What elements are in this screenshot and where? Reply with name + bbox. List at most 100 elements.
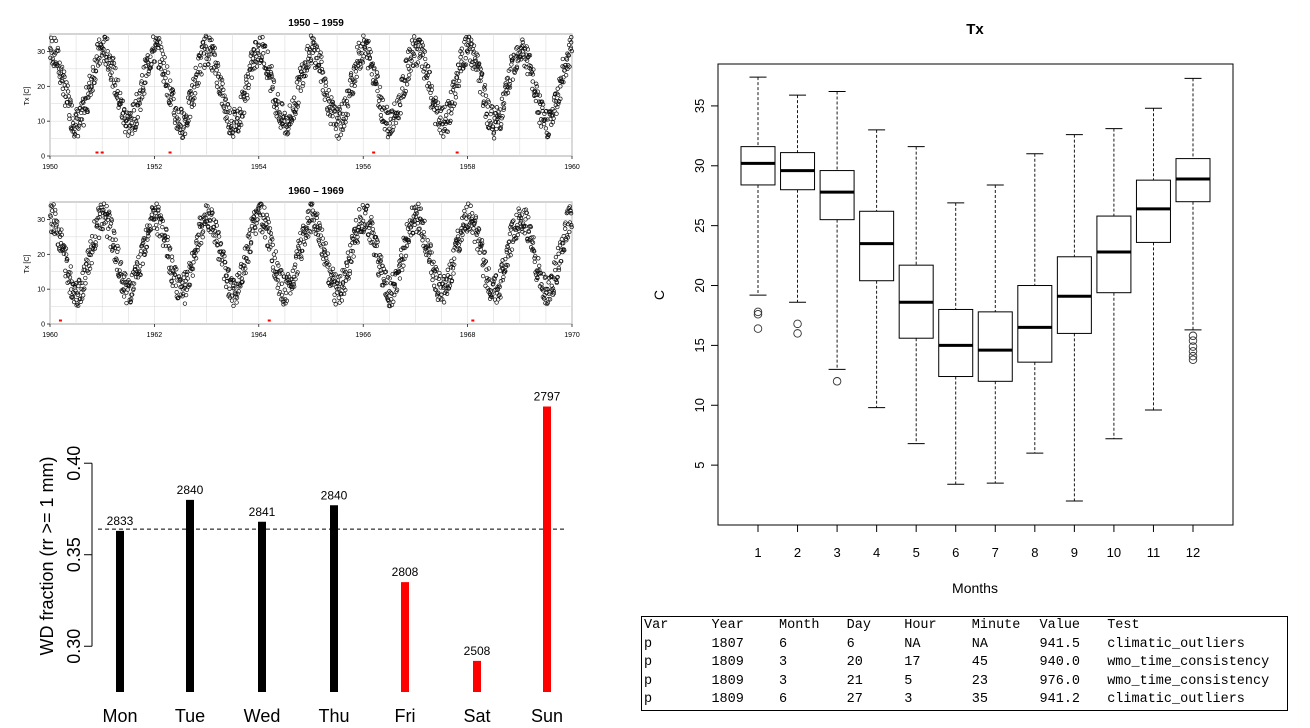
table-header-cell: Day (846, 618, 871, 633)
x-tick-label: 1960 (564, 164, 580, 170)
boxplot-panel: Tx 5 10 15 20 25 30 35 1 2 3 4 5 6 7 8 9 10 11 12 Months … (630, 0, 1310, 610)
x-tick-label: 9 (1071, 545, 1078, 560)
x-tick-label: 12 (1186, 545, 1200, 560)
flagged-point (372, 151, 376, 154)
table-cell: 3 (779, 655, 788, 670)
scatter-1950s-flagged-points (95, 151, 459, 154)
category-label: Tue (175, 706, 205, 726)
y-tick-label: 5 (692, 462, 707, 469)
box-month-3 (819, 91, 855, 386)
outlier-point (1188, 336, 1198, 345)
table-body: p 1807 6 6 NA NA 941.5 climatic_outliers p 1809 3 2… (644, 636, 1287, 710)
count-label: 2840 (177, 483, 204, 497)
x-tick-label: 5 (913, 545, 920, 560)
outlier-table: Var Year Month Day Hour Minute Value Test p 1807… (641, 616, 1288, 711)
boxplot-plot-area (717, 63, 1234, 526)
table-cell: p (644, 655, 653, 670)
scatter-panel-1950s: 1950 – 1959 0 10 20 30 1950 1952 1954 1956 1958… (20, 10, 580, 170)
x-tick-label: 3 (833, 545, 840, 560)
scatter-panel-1960s: 1960 – 1969 0 10 20 30 1960 1962 1964 1966 1968… (20, 178, 580, 338)
table-cell: 3 (904, 692, 913, 707)
x-tick-label: 1958 (460, 164, 476, 170)
table-row: p 1807 6 6 NA NA 941.5 climatic_outliers (644, 636, 1287, 655)
box-month-4 (859, 129, 895, 409)
x-tick-label: 1956 (355, 164, 371, 170)
y-tick-label: 0.40 (64, 446, 84, 481)
y-tick-label: 30 (37, 49, 45, 56)
table-cell: 6 (846, 636, 855, 652)
table-header-cell: Year (711, 618, 744, 633)
x-tick-label: 1966 (355, 332, 371, 338)
category-label: Sat (463, 706, 490, 726)
outlier-point (1188, 347, 1198, 356)
table-cell: 45 (971, 655, 988, 670)
table-cell: 27 (846, 692, 863, 707)
y-tick-label: 35 (692, 99, 707, 113)
table-cell: 941.2 (1039, 692, 1081, 707)
box-month-5 (898, 146, 934, 445)
scatter-1960s-flagged-points (58, 319, 475, 322)
table-header-cell: Value (1039, 618, 1081, 633)
table-row: p 1809 3 20 17 45 940.0 wmo_time_consistency (644, 654, 1287, 673)
outlier-point (1188, 342, 1198, 351)
y-tick-label: 30 (37, 217, 45, 224)
flagged-point (58, 319, 62, 322)
table-header-row: Var Year Month Day Hour Minute Value Test (644, 617, 1287, 636)
scatter-1950s-points (48, 33, 575, 141)
y-tick-label: 10 (37, 287, 45, 294)
count-label: 2797 (534, 389, 561, 403)
boxplot-y-axis: 5 10 15 20 25 30 35 (692, 99, 718, 469)
table-header-cell: Var (644, 618, 669, 633)
table-cell: climatic_outliers (1107, 692, 1245, 707)
box (977, 311, 1013, 382)
category-label: Wed (244, 706, 281, 726)
scatter-1960s-y-ticks: 0 10 20 30 (37, 217, 50, 329)
y-tick-label: 10 (692, 398, 707, 412)
x-tick-label: 1960 (42, 332, 58, 338)
table-cell: NA (971, 636, 988, 652)
table-cell: 17 (904, 655, 921, 670)
y-tick-label: 0.30 (64, 629, 84, 664)
y-tick-label: 0 (41, 322, 45, 329)
box (1096, 215, 1132, 294)
data-point-cloud (48, 201, 574, 309)
table-cell: 3 (779, 673, 788, 689)
weekday-bar-y-axis: 0.30 0.35 0.40 (64, 446, 93, 664)
table-cell: 6 (779, 636, 788, 652)
y-tick-label: 10 (37, 119, 45, 126)
box-month-2 (780, 94, 816, 338)
count-label: 2808 (392, 565, 419, 579)
table-cell: NA (904, 636, 921, 652)
scatter-1960s-ylabel: Tx [C] (24, 255, 31, 274)
x-tick-label: 7 (992, 545, 999, 560)
flagged-point (267, 319, 271, 322)
count-label: 2833 (107, 514, 134, 528)
box (938, 308, 974, 378)
box-month-10 (1096, 128, 1132, 440)
x-tick-label: 1954 (251, 164, 267, 170)
scatter-1960s-title: 1960 – 1969 (288, 186, 344, 197)
outlier-point (1188, 351, 1198, 361)
scatter-1950s-x-ticks: 1950 1952 1954 1956 1958 1960 (42, 156, 580, 170)
table-cell: 23 (971, 673, 988, 689)
boxplot-x-axis: 1 2 3 4 5 6 7 8 9 10 11 12 (754, 525, 1200, 560)
outlier-point (832, 377, 842, 386)
outlier-point (753, 310, 763, 319)
box (819, 170, 855, 221)
category-label: Fri (395, 706, 416, 726)
table-cell: 1809 (711, 692, 744, 707)
y-tick-label: 0.35 (64, 537, 84, 572)
table-cell: 5 (904, 673, 913, 689)
boxplot-boxes (740, 76, 1211, 502)
box-month-6 (938, 202, 974, 485)
x-tick-label: 1970 (564, 332, 580, 338)
table-cell: wmo_time_consistency (1107, 673, 1270, 689)
y-tick-label: 25 (692, 218, 707, 232)
x-tick-label: 1964 (251, 332, 267, 338)
scatter-1960s-svg: 1960 – 1969 0 10 20 30 1960 1962 1964 1966 1968… (24, 186, 580, 338)
flagged-point (100, 151, 104, 154)
y-tick-label: 20 (37, 252, 45, 259)
x-tick-label: 1950 (42, 164, 58, 170)
y-tick-label: 15 (692, 338, 707, 352)
category-label: Mon (102, 706, 137, 726)
